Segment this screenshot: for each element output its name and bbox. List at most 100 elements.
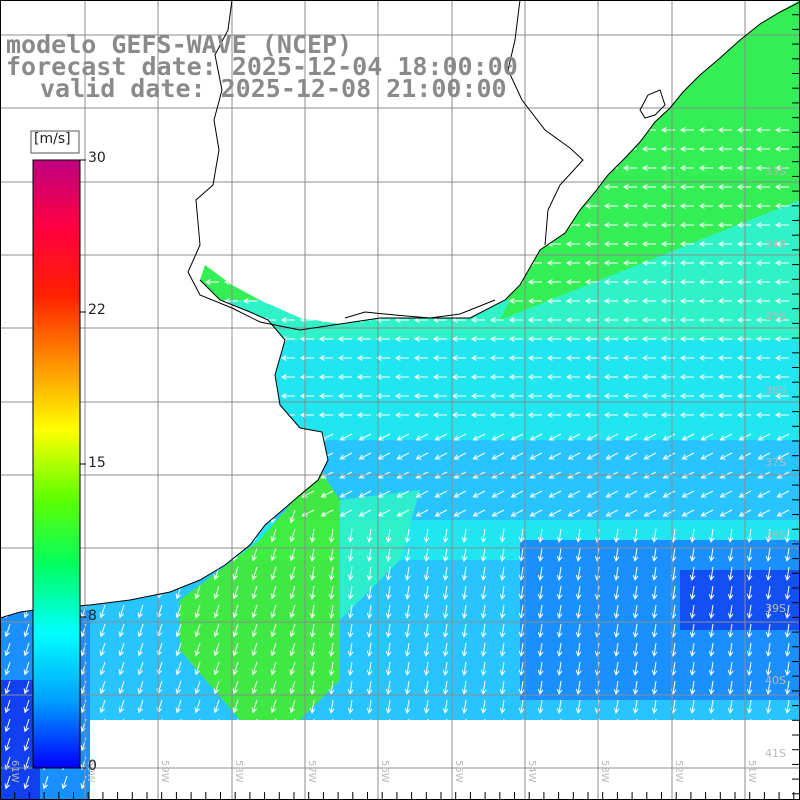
wind-arrow: [375, 241, 390, 247]
wind-arrow: [660, 165, 675, 171]
wind-arrow: [480, 623, 487, 638]
wind-arrow: [575, 528, 582, 543]
wind-arrow: [413, 412, 428, 418]
wind-arrow: [508, 165, 523, 171]
wind-arrow: [727, 642, 734, 657]
wind-arrow: [99, 585, 106, 600]
wind-arrow: [213, 699, 220, 714]
wind-arrow: [698, 412, 713, 418]
wind-arrow: [423, 775, 430, 790]
wind-arrow: [194, 642, 201, 657]
wind-arrow: [185, 336, 200, 342]
wind-arrow: [375, 279, 390, 285]
wind-arrow: [442, 547, 449, 562]
wind-arrow: [755, 298, 770, 304]
wind-arrow: [251, 775, 258, 790]
wind-arrow: [746, 604, 753, 619]
wind-arrow: [194, 547, 201, 562]
wind-arrow: [280, 184, 295, 190]
wind-arrow: [23, 756, 30, 771]
wind-arrow: [166, 336, 181, 342]
wind-arrow: [442, 775, 449, 790]
wind-arrow: [624, 433, 638, 441]
wind-arrow: [556, 661, 563, 676]
wind-arrow: [613, 680, 620, 695]
colorbar-unit: [m/s]: [34, 131, 71, 147]
wind-arrow: [366, 699, 373, 714]
wind-arrow: [309, 528, 316, 543]
wind-arrow: [242, 241, 257, 247]
wind-arrow: [90, 393, 105, 399]
wind-arrow: [556, 585, 563, 600]
wind-arrow: [270, 756, 277, 771]
wind-arrow: [185, 412, 200, 418]
wind-arrow: [472, 452, 486, 460]
wind-arrow: [213, 680, 220, 695]
wind-arrow: [356, 355, 371, 361]
wind-arrow: [662, 452, 676, 460]
wind-arrow: [698, 184, 713, 190]
wind-arrow: [309, 737, 316, 752]
wind-arrow: [166, 222, 181, 228]
wind-arrow: [232, 661, 239, 676]
wind-arrow: [194, 604, 201, 619]
wind-arrow: [366, 566, 373, 581]
wind-arrow: [175, 699, 182, 714]
colorbar-tick-0: 0: [88, 758, 97, 774]
wind-arrow: [289, 509, 296, 524]
wind-arrow: [700, 452, 714, 460]
wind-arrow: [366, 737, 373, 752]
wind-arrow: [698, 336, 713, 342]
wind-arrow: [99, 756, 106, 771]
wind-arrow: [413, 336, 428, 342]
wind-arrow: [708, 528, 715, 543]
wind-arrow: [128, 412, 143, 418]
wind-arrow: [480, 737, 487, 752]
wind-arrow: [537, 585, 544, 600]
wind-arrow: [746, 528, 753, 543]
wind-arrow: [584, 317, 599, 323]
wind-arrow: [529, 452, 543, 460]
wind-arrow: [23, 509, 30, 524]
wind-arrow: [603, 355, 618, 361]
wind-arrow: [375, 184, 390, 190]
wind-arrow: [137, 623, 144, 638]
wind-arrow: [99, 661, 106, 676]
wind-arrow: [282, 490, 296, 498]
wind-arrow: [746, 547, 753, 562]
colorbar-tick-22: 22: [88, 302, 106, 318]
wind-arrow: [603, 298, 618, 304]
wind-arrow: [632, 699, 639, 714]
wind-arrow: [204, 374, 219, 380]
wind-arrow: [489, 336, 504, 342]
wind-arrow: [681, 509, 695, 517]
wind-arrow: [318, 146, 333, 152]
wind-arrow: [565, 298, 580, 304]
wind-arrow: [413, 374, 428, 380]
wind-arrow: [204, 260, 219, 266]
wind-arrow: [432, 336, 447, 342]
wind-arrow: [385, 680, 392, 695]
wind-arrow: [470, 127, 485, 133]
wind-arrow: [603, 412, 618, 418]
wind-arrow: [337, 165, 352, 171]
wind-arrow: [366, 528, 373, 543]
lon-label: 59W: [159, 760, 170, 783]
wind-arrow: [232, 623, 239, 638]
wind-arrow: [461, 547, 468, 562]
coastline-lagoon: [639, 89, 666, 119]
wind-arrow: [385, 718, 392, 733]
wind-arrow: [23, 585, 30, 600]
wind-arrow: [147, 165, 162, 171]
wind-arrow: [613, 604, 620, 619]
wind-arrow: [0, 165, 10, 171]
wind-arrow: [111, 452, 125, 460]
wind-arrow: [584, 412, 599, 418]
wind-arrow: [643, 509, 657, 517]
wind-arrow: [185, 146, 200, 152]
wind-arrow: [261, 279, 276, 285]
wind-arrow: [499, 585, 506, 600]
wind-arrow: [261, 393, 276, 399]
wind-arrow: [708, 775, 715, 790]
wind-arrow: [755, 412, 770, 418]
